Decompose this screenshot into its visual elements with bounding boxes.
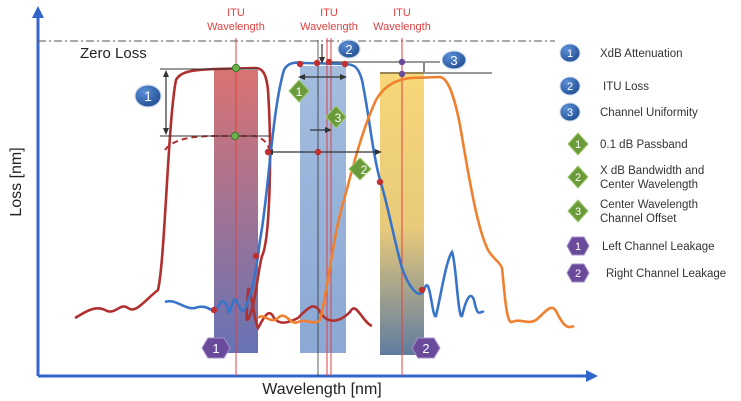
marker-circle-1-label: 1: [144, 88, 152, 104]
legend-text: Center Wavelength: [600, 199, 698, 211]
dot-purple-2: [398, 70, 406, 78]
legend-item-passband: 1 0.1 dB Passband: [567, 132, 688, 156]
dot-red-1: [210, 306, 218, 314]
marker-hex-1-label: 1: [212, 341, 219, 356]
legend-icon-label: 2: [575, 268, 581, 280]
blue-curve: [164, 61, 485, 318]
dot-blue-3: [325, 58, 333, 66]
x-axis-arrow: [586, 370, 598, 382]
dot-red-top: [231, 63, 241, 73]
itu-label-2-line1: ITU: [320, 7, 338, 19]
passband-head-left: [298, 74, 305, 80]
legend-text: Right Channel Leakage: [606, 268, 726, 280]
y-axis-arrow: [32, 6, 44, 18]
orange-curve: [257, 75, 575, 329]
marker-diamond-1: 1: [288, 79, 310, 103]
passband-head-right: [340, 74, 347, 80]
dot-red-2: [252, 252, 260, 260]
legend-text: ITU Loss: [603, 81, 649, 93]
marker-circle-1: 1: [134, 84, 162, 108]
x-axis-label: Wavelength [nm]: [262, 381, 381, 398]
legend-text: Left Channel Leakage: [602, 241, 715, 253]
legend-icon-label: 2: [567, 81, 573, 93]
marker-circle-3-label: 3: [450, 53, 457, 68]
dot-blue-5: [264, 148, 272, 156]
bandwidth-head-right: [375, 149, 382, 155]
xdb-arrow-head-down: [163, 128, 169, 135]
marker-hex-2-label: 2: [422, 341, 429, 356]
dot-blue-7: [376, 178, 384, 186]
marker-diamond-3: 3: [325, 105, 347, 129]
dot-red-xdb: [230, 131, 240, 141]
xdb-arrow-head-up: [163, 70, 169, 77]
dot-purple-1: [398, 58, 406, 66]
marker-diamond-2: 2: [348, 157, 372, 181]
marker-hex-2: 2: [411, 337, 441, 359]
marker-circle-2: 2: [337, 39, 361, 59]
marker-diamond-1-label: 1: [296, 85, 303, 99]
offset-head-right: [325, 127, 332, 133]
itu-label-2-line2: Wavelength: [300, 21, 358, 33]
dot-blue-6: [314, 148, 322, 156]
legend-item-xdb-attenuation: 1 XdB Attenuation: [559, 43, 682, 63]
dot-blue-1: [296, 60, 304, 68]
legend-icon-label: 1: [575, 241, 581, 253]
legend-icon-label: 1: [567, 48, 573, 60]
legend-icon-label: 3: [567, 107, 573, 119]
itu-label-1-line1: ITU: [227, 7, 245, 19]
legend-item-left-leakage: 1 Left Channel Leakage: [566, 236, 715, 256]
legend-text: Channel Uniformity: [600, 107, 698, 119]
y-axis-label: Loss [nm]: [8, 147, 25, 216]
legend-icon-label: 1: [575, 139, 581, 151]
itu-label-1-line2: Wavelength: [207, 21, 265, 33]
legend-item-right-leakage: 2 Right Channel Leakage: [566, 263, 726, 283]
dot-blue-4: [341, 60, 349, 68]
legend-icon-label: 2: [575, 172, 581, 184]
itu-label-3-line1: ITU: [393, 7, 411, 19]
marker-hex-1: 1: [201, 337, 231, 359]
legend-text: 0.1 dB Passband: [600, 139, 688, 151]
marker-diamond-3-label: 3: [335, 111, 342, 125]
legend-text: Center Wavelength: [600, 179, 698, 191]
marker-circle-2-label: 2: [345, 42, 352, 57]
red-curve: [74, 66, 373, 331]
legend-item-bandwidth: 2 X dB Bandwidth and Center Wavelength: [567, 165, 704, 191]
itu-label-3-line2: Wavelength: [373, 21, 431, 33]
legend-item-channel-uniformity: 3 Channel Uniformity: [559, 102, 698, 122]
marker-circle-3: 3: [441, 50, 467, 70]
itu-loss-head-down: [319, 57, 325, 64]
marker-diamond-2-label: 2: [361, 163, 368, 177]
legend-text: XdB Attenuation: [600, 48, 682, 60]
legend-text: Channel Offset: [600, 213, 677, 225]
dot-blue-8: [418, 286, 426, 294]
legend-icon-label: 3: [575, 206, 581, 218]
zero-loss-label: Zero Loss: [80, 45, 147, 62]
legend-text: X dB Bandwidth and: [600, 165, 704, 177]
legend: 1 XdB Attenuation 2 ITU Loss 3 Channel U…: [559, 43, 726, 283]
legend-item-itu-loss: 2 ITU Loss: [559, 76, 649, 96]
legend-item-channel-offset: 3 Center Wavelength Channel Offset: [567, 199, 698, 225]
dot-blue-2: [313, 59, 321, 67]
